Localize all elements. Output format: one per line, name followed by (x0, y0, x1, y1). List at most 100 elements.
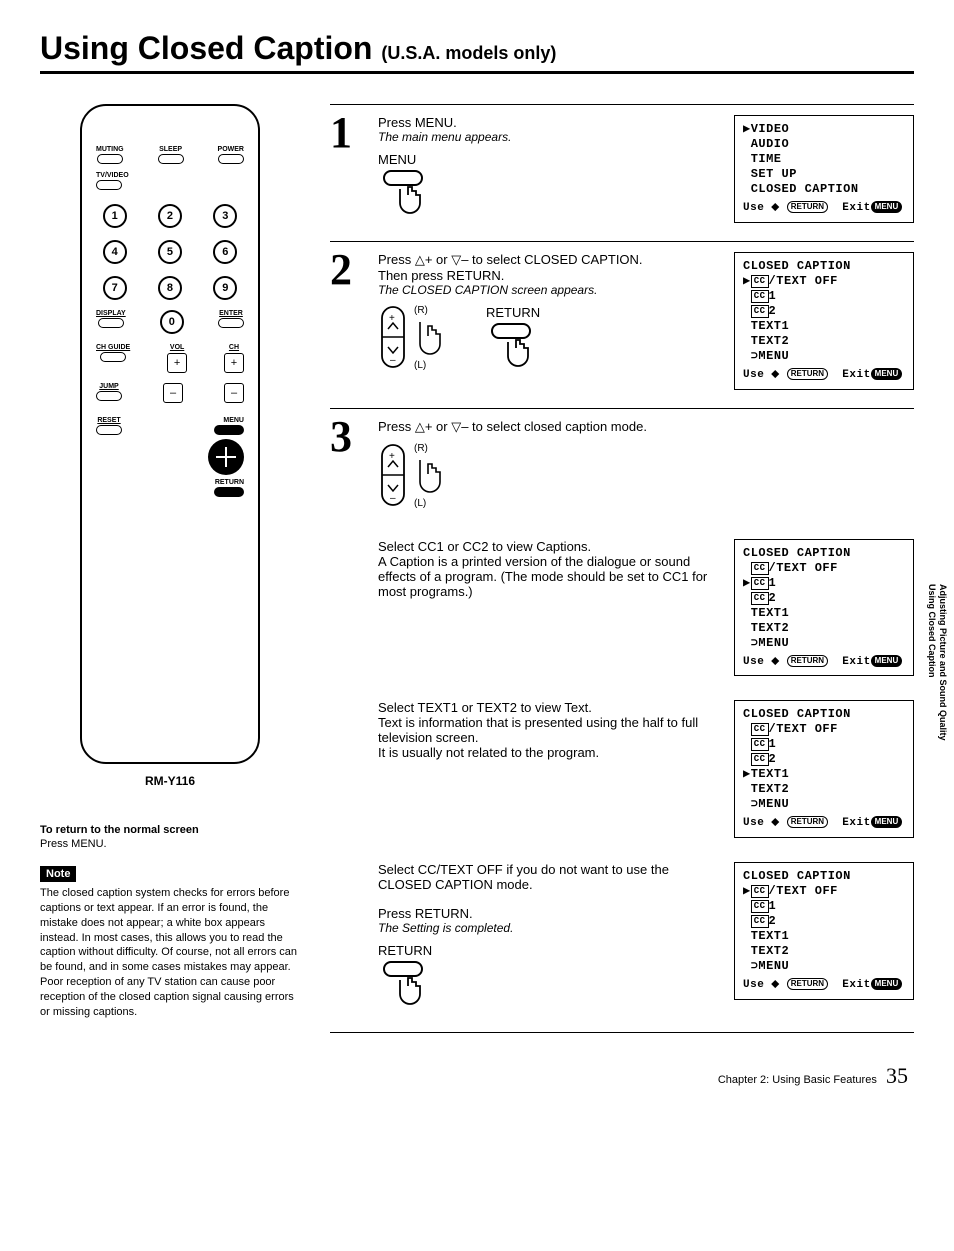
rc-vol-up: + (167, 353, 187, 373)
rc-return-btn (214, 487, 244, 497)
rc-num-7: 7 (103, 276, 127, 300)
step-2-italic: The CLOSED CAPTION screen appears. (378, 283, 716, 297)
step-1-fig-label: MENU (378, 152, 434, 167)
l-label: (L) (414, 360, 446, 371)
updown-rocker-icon-2: + – (378, 443, 412, 513)
sub-off-fig-label: RETURN (378, 943, 434, 958)
osd-cc-menu-off2: CLOSED CAPTION ▶CC/TEXT OFF CC1 CC2 TEXT… (734, 862, 914, 1000)
menu-press-icon (378, 169, 434, 221)
rc-muting-btn (97, 154, 123, 164)
step-2-instr2: Then press RETURN. (378, 268, 716, 283)
title-main: Using Closed Caption (40, 30, 372, 66)
rc-menu-btn (214, 425, 244, 435)
page-footer: Chapter 2: Using Basic Features 35 (40, 1063, 914, 1089)
rc-ch-down: – (224, 383, 244, 403)
rc-reset-btn (96, 425, 122, 435)
osd-cc-menu-text1: CLOSED CAPTION CC/TEXT OFF CC1 CC2 ▶TEXT… (734, 700, 914, 838)
r-label: (R) (414, 305, 446, 316)
step-3: 3 Press △+ or ▽– to select closed captio… (330, 408, 914, 531)
rc-num-8: 8 (158, 276, 182, 300)
step-1: 1 Press MENU. The main menu appears. MEN… (330, 104, 914, 241)
rc-display-lbl: DISPLAY (96, 310, 126, 317)
sub-off-title: Select CC/TEXT OFF if you do not want to… (378, 862, 716, 892)
return-note-text: Press MENU. (40, 838, 300, 850)
rc-return-lbl: RETURN (208, 479, 244, 486)
sub-cc-body: A Caption is a printed version of the di… (378, 554, 716, 599)
note-body: The closed caption system checks for err… (40, 886, 300, 1020)
hand-point-icon (414, 316, 446, 360)
rc-muting-lbl: MUTING (96, 146, 124, 153)
rc-num-5: 5 (158, 240, 182, 264)
rc-ch-up: + (224, 353, 244, 373)
step-1-number: 1 (330, 115, 360, 223)
sidetab-line2: Using Closed Caption (927, 584, 937, 678)
page-title: Using Closed Caption (U.S.A. models only… (40, 30, 914, 67)
rc-chguide-lbl: CH GUIDE (96, 344, 130, 351)
step-2-number: 2 (330, 252, 360, 390)
footer-chapter: Chapter 2: Using Basic Features (718, 1074, 877, 1086)
rc-jump-lbl: JUMP (99, 383, 118, 390)
remote-model: RM-Y116 (40, 774, 300, 788)
rc-enter-btn (218, 318, 244, 328)
rc-tvvideo-lbl: TV/VIDEO (96, 172, 129, 179)
step-2-fig-label: RETURN (486, 305, 542, 320)
remote-diagram: MUTING SLEEP POWER TV/VIDEO 1 2 3 4 5 6 … (80, 104, 260, 764)
rc-power-btn (218, 154, 244, 164)
r-label-2: (R) (414, 443, 446, 454)
rc-chguide-btn (100, 352, 126, 362)
title-rule (40, 71, 914, 74)
sub-text-title: Select TEXT1 or TEXT2 to view Text. (378, 700, 716, 715)
rc-display-btn (98, 318, 124, 328)
return-press-icon (486, 322, 542, 374)
rc-num-6: 6 (213, 240, 237, 264)
step-1-italic: The main menu appears. (378, 130, 716, 144)
svg-text:–: – (390, 493, 396, 504)
bottom-rule (330, 1032, 914, 1033)
note-badge: Note (40, 866, 76, 882)
substep-off: Select CC/TEXT OFF if you do not want to… (330, 854, 914, 1028)
rc-enter-lbl: ENTER (219, 310, 243, 317)
sidetab-line1: Adjusting Picture and Sound Quality (938, 584, 948, 741)
osd-cc-menu-off: CLOSED CAPTION ▶CC/TEXT OFF CC1 CC2 TEXT… (734, 252, 914, 390)
rc-reset-lbl: RESET (97, 417, 120, 424)
step-3-instr: Press △+ or ▽– to select closed caption … (378, 419, 716, 435)
sub-cc-title: Select CC1 or CC2 to view Captions. (378, 539, 716, 554)
rc-num-1: 1 (103, 204, 127, 228)
side-tab: Adjusting Picture and Sound Quality Usin… (926, 584, 948, 741)
rc-sleep-btn (158, 154, 184, 164)
osd-cc-menu-cc1: CLOSED CAPTION CC/TEXT OFF ▶CC1 CC2 TEXT… (734, 539, 914, 677)
rc-jump-btn (96, 391, 122, 401)
step-3-number: 3 (330, 419, 360, 513)
rc-tvvideo-btn (96, 180, 122, 190)
substep-cc: Select CC1 or CC2 to view Captions. A Ca… (330, 531, 914, 693)
l-label-2: (L) (414, 498, 446, 509)
return-note-title: To return to the normal screen (40, 824, 300, 836)
rc-num-0: 0 (160, 310, 184, 334)
rc-ch-lbl: CH (229, 344, 239, 351)
rc-num-4: 4 (103, 240, 127, 264)
return-press-icon-2 (378, 960, 434, 1012)
sub-off-line2: Press RETURN. (378, 906, 716, 921)
rc-joystick (208, 439, 244, 475)
svg-text:+: + (389, 313, 395, 324)
rc-num-9: 9 (213, 276, 237, 300)
svg-text:+: + (389, 451, 395, 462)
step-2-instr1: Press △+ or ▽– to select CLOSED CAPTION. (378, 252, 716, 268)
updown-rocker-icon: + – (378, 305, 412, 375)
rc-vol-down: – (163, 383, 183, 403)
osd-main-menu: ▶VIDEO AUDIO TIME SET UP CLOSED CAPTION … (734, 115, 914, 223)
svg-text:–: – (390, 355, 396, 366)
footer-page: 35 (886, 1063, 908, 1088)
rc-num-3: 3 (213, 204, 237, 228)
rc-vol-lbl: VOL (170, 344, 184, 351)
sub-off-italic: The Setting is completed. (378, 921, 716, 935)
rc-num-2: 2 (158, 204, 182, 228)
rc-sleep-lbl: SLEEP (159, 146, 182, 153)
step-1-instr: Press MENU. (378, 115, 716, 130)
hand-point-icon-2 (414, 454, 446, 498)
sub-text-body: Text is information that is presented us… (378, 715, 716, 760)
substep-text: Select TEXT1 or TEXT2 to view Text. Text… (330, 692, 914, 854)
step-2: 2 Press △+ or ▽– to select CLOSED CAPTIO… (330, 241, 914, 408)
rc-menu-lbl: MENU (208, 417, 244, 424)
title-sub: (U.S.A. models only) (381, 43, 556, 63)
